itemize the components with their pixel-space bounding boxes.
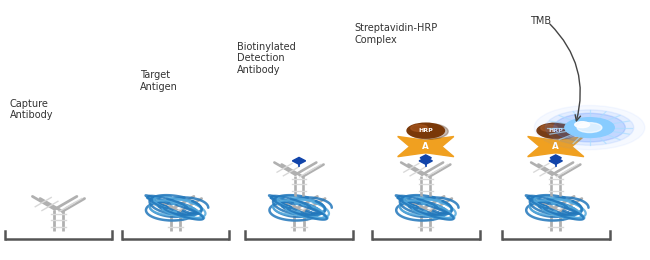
Circle shape: [409, 124, 448, 139]
Polygon shape: [398, 136, 436, 151]
Circle shape: [539, 124, 578, 139]
Polygon shape: [549, 157, 562, 164]
Text: Biotinylated
Detection
Antibody: Biotinylated Detection Antibody: [237, 42, 296, 75]
Circle shape: [545, 142, 566, 151]
Polygon shape: [415, 142, 454, 157]
Polygon shape: [545, 142, 584, 157]
Polygon shape: [419, 157, 432, 164]
Text: Capture
Antibody: Capture Antibody: [10, 99, 53, 120]
Circle shape: [411, 125, 428, 131]
Text: Streptavidin-HRP
Complex: Streptavidin-HRP Complex: [354, 23, 437, 45]
Polygon shape: [545, 136, 584, 151]
Text: A: A: [552, 142, 559, 151]
Text: TMB: TMB: [530, 16, 551, 25]
Circle shape: [415, 142, 436, 151]
Polygon shape: [528, 142, 566, 157]
Circle shape: [534, 106, 645, 150]
Circle shape: [554, 113, 625, 142]
Circle shape: [575, 122, 590, 128]
Circle shape: [577, 123, 602, 133]
Polygon shape: [398, 142, 436, 157]
Text: HRP: HRP: [549, 128, 563, 133]
Polygon shape: [420, 155, 432, 161]
Circle shape: [545, 110, 634, 145]
Polygon shape: [528, 136, 566, 151]
Text: Target
Antigen: Target Antigen: [140, 70, 177, 92]
Text: A: A: [422, 142, 429, 151]
Circle shape: [565, 118, 614, 138]
Circle shape: [407, 123, 445, 138]
Circle shape: [541, 125, 558, 131]
Circle shape: [537, 123, 575, 138]
Polygon shape: [550, 155, 562, 161]
Text: HRP: HRP: [419, 128, 433, 133]
Polygon shape: [415, 136, 454, 151]
Polygon shape: [292, 157, 306, 164]
